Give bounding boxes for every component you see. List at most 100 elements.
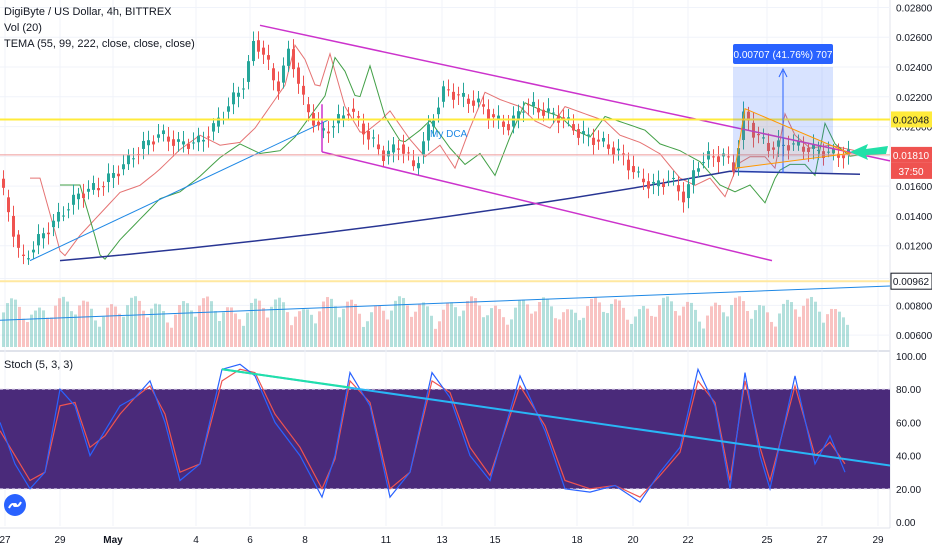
countdown-badge-bg [891,162,932,179]
stoch-d-line [0,368,846,498]
volume-bar [462,310,465,347]
volume-bar [626,319,629,347]
volume-bar [438,321,441,347]
candle-body [427,124,430,141]
stoch-tick-label: 40.00 [896,452,921,463]
candle-body [802,146,805,152]
candle-body [482,104,485,107]
price-tick-label: 0.02400 [896,63,932,74]
candle-body [507,124,510,131]
volume-bar [446,302,449,347]
candle-body [167,136,170,142]
candle-body [52,220,55,228]
candle-body [247,61,250,82]
candle-body [752,122,755,138]
candle-body [217,117,220,127]
volume-bar [226,307,229,347]
candle-body [642,178,645,183]
candle-body [522,111,525,113]
candle-body [352,108,355,112]
volume-bar [398,296,401,347]
tradingview-logo-icon[interactable] [4,494,26,516]
time-tick-label: 25 [761,535,773,546]
candle-body [292,49,295,70]
volume-bar [10,298,13,347]
volume-bar [790,302,793,347]
candle-body [417,163,420,169]
candle-body [787,145,790,151]
lower-price-badge-bg [891,273,932,290]
measure-label-bg [733,44,833,64]
candle-body [267,55,270,60]
candle-body [132,158,135,160]
candle-body [432,120,435,127]
candle-body [792,143,795,145]
candle-body [617,148,620,151]
candle-body [747,111,750,121]
volume-bar [546,298,549,347]
candle-body [37,234,40,246]
volume-bar [286,312,289,347]
volume-bar [90,308,93,347]
price-tick-label: 0.02000 [896,123,932,134]
vol-indicator-label: Vol (20) [4,22,42,34]
candle-body [372,137,375,139]
candle-body [182,141,185,145]
candle-body [682,191,685,203]
volume-bar [182,301,185,347]
volume-bar [578,320,581,347]
volume-bar [514,307,517,347]
volume-bar [194,316,197,347]
candle-body [122,164,125,170]
volume-bar [62,296,65,347]
volume-bar [586,306,589,347]
candle-body [322,128,325,131]
time-tick-label: 13 [436,535,448,546]
tema-line-fast [30,44,861,257]
candle-body [662,183,665,188]
countdown-badge: 37:50 [898,167,923,178]
candle-body [367,131,370,140]
candle-body [67,209,70,211]
candle-body [527,104,530,106]
candle-body [287,48,290,66]
upper-price-badge-bg [891,111,932,128]
volume-bar [566,309,569,347]
candle-body [657,180,660,187]
symbol-title: DigiByte / US Dollar, 4h, BITTREX [4,6,172,18]
volume-bar [330,298,333,347]
volume-bar [494,305,497,347]
volume-bar [478,305,481,347]
volume-bar [506,324,509,347]
candle-body [667,180,670,182]
volume-bar [746,310,749,347]
candle-body [487,109,490,120]
candle-body [622,153,625,156]
volume-bar [142,310,145,347]
volume-bar [34,310,37,347]
volume-bar [654,316,657,347]
price-tick-label: 0.01200 [896,242,932,253]
volume-bar [418,304,421,347]
long-trendline [0,285,891,321]
volume-bar [638,309,641,347]
candle-body [472,100,475,106]
volume-bar [306,309,309,347]
candle-body [577,129,580,138]
candle-body [197,135,200,143]
candle-body [672,177,675,179]
candle-body [82,193,85,199]
volume-bar [138,300,141,347]
volume-bar [198,305,201,347]
volume-bar [298,311,301,347]
volume-bar [522,299,525,347]
volume-bar [178,305,181,347]
candle-body [332,126,335,128]
channel-upper-line [259,24,891,162]
volume-bar [74,314,77,347]
volume-bar [450,302,453,347]
candle-body [587,134,590,136]
channel-lower-line [321,151,773,262]
candle-body [377,144,380,150]
